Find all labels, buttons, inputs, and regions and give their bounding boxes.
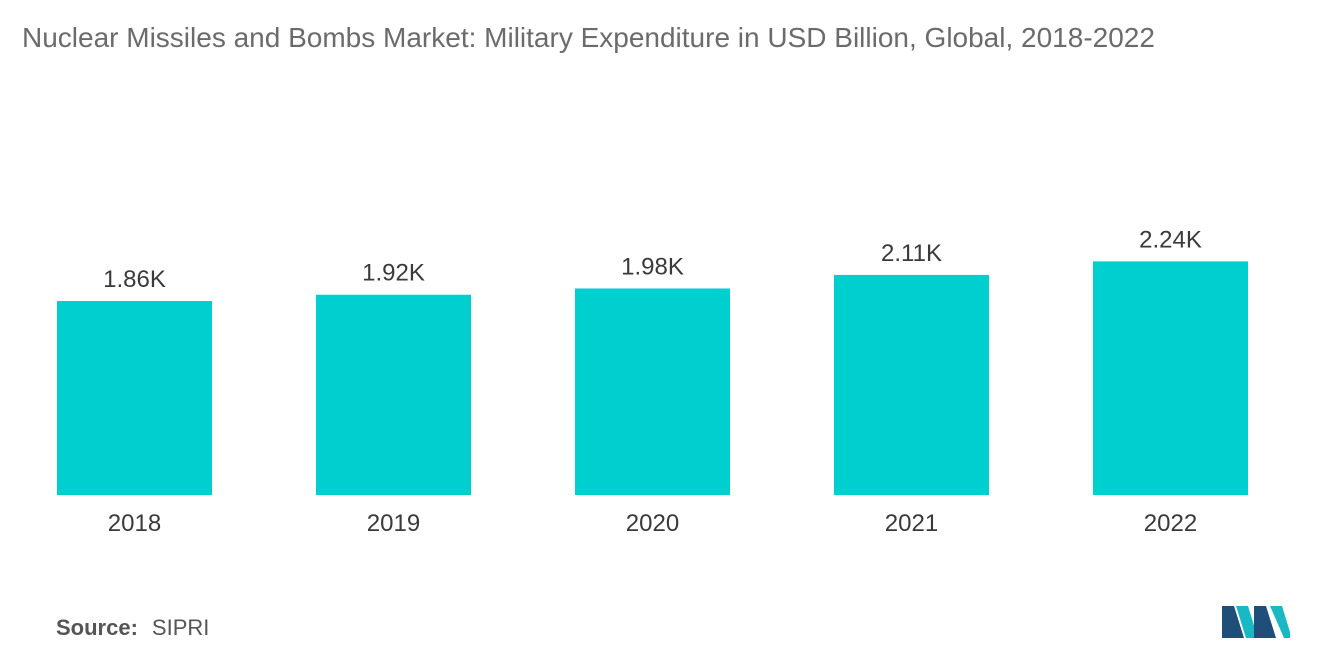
data-label-2018: 1.86K (103, 266, 166, 293)
bar-2022 (1093, 261, 1248, 495)
x-tick-label-2019: 2019 (367, 510, 420, 537)
bar-2018 (57, 301, 212, 495)
bar-2020 (575, 288, 730, 495)
source-value: SIPRI (151, 615, 210, 640)
x-tick-label-2018: 2018 (108, 510, 161, 537)
chart-title: Nuclear Missiles and Bombs Market: Milit… (22, 22, 1155, 53)
bar-2019 (316, 294, 471, 495)
mordor-intelligence-logo-icon (1222, 606, 1290, 638)
data-label-2020: 1.98K (621, 253, 684, 280)
bar-2021 (834, 274, 989, 495)
data-label-2019: 1.92K (362, 260, 425, 287)
source-note: Source: SIPRI (56, 615, 209, 641)
bar-chart: 1.86K 2018 1.92K 2019 1.98K 2020 2.11K 2021 2.24… (57, 226, 1248, 537)
x-tick-label-2020: 2020 (626, 510, 679, 537)
data-label-2022: 2.24K (1139, 226, 1202, 253)
x-tick-label-2022: 2022 (1144, 510, 1197, 537)
source-label: Source: (56, 615, 138, 640)
data-label-2021: 2.11K (881, 240, 942, 267)
x-tick-label-2021: 2021 (885, 510, 938, 537)
